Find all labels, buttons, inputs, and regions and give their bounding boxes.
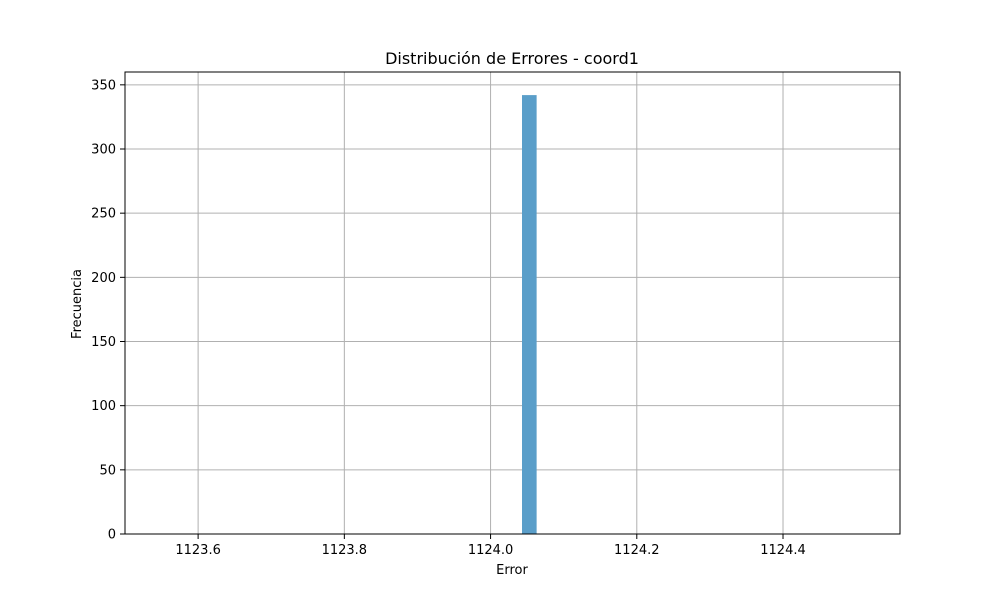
tick-layer: 1123.6 1123.8 1124.0 1124.2 1124.4 0 50 100 150 2… [91,78,806,558]
y-tick-label: 150 [91,335,116,350]
chart-title: Distribución de Errores - coord1 [385,49,639,68]
y-tick-label: 50 [99,463,116,478]
y-tick-label: 0 [108,528,116,543]
y-tick-label: 350 [91,78,116,93]
y-tick-label: 250 [91,207,116,222]
x-axis-title: Error [496,563,528,578]
x-tick-label: 1124.2 [614,543,660,558]
bar-layer [522,95,537,534]
x-tick-label: 1123.6 [175,543,221,558]
y-tick-label: 100 [91,399,116,414]
histogram-bar [522,95,537,534]
y-axis-title: Frecuencia [70,269,85,339]
x-tick-label: 1124.4 [760,543,806,558]
y-tick-label: 200 [91,271,116,286]
plot-area-frame [124,71,901,535]
x-tick-label: 1124.0 [468,543,514,558]
x-tick-label: 1123.8 [322,543,368,558]
y-tick-label: 300 [91,143,116,158]
